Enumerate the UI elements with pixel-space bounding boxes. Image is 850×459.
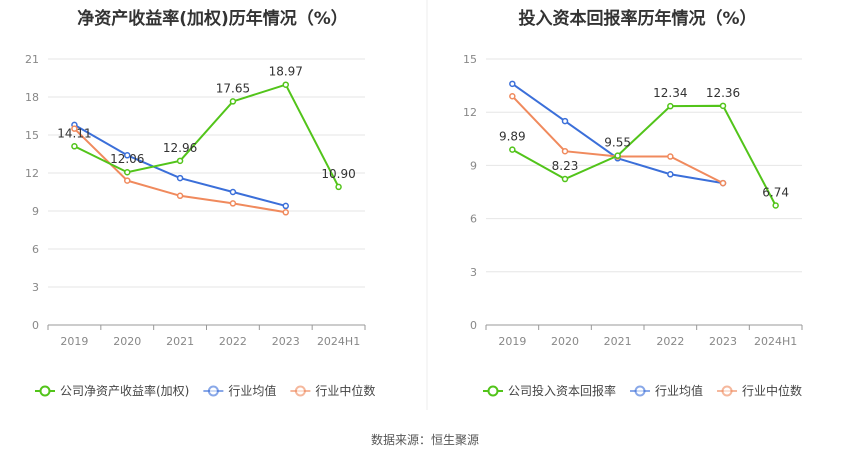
- series-line-0: [73, 83, 340, 188]
- data-point: [667, 102, 674, 110]
- data-point: [176, 192, 184, 200]
- x-tick-label: 2021: [604, 335, 632, 348]
- chart-1: 0 3 6 9 12 15 2019 2020 2021 2022 2023 2024H1 9.89 8.…: [463, 53, 803, 398]
- data-point: [229, 200, 237, 207]
- data-point: [282, 81, 289, 88]
- x-tick-label: 2023: [272, 335, 300, 348]
- data-point: [229, 98, 237, 105]
- data-point: [509, 146, 516, 153]
- y-tick-label: 15: [463, 53, 477, 66]
- y-tick-label: 6: [470, 213, 477, 226]
- data-point: [71, 143, 78, 150]
- legend-marker: [721, 385, 733, 397]
- data-label: 14.11: [57, 126, 91, 140]
- data-label: 12.96: [163, 141, 197, 155]
- legend-item-1: 行业均值: [203, 383, 276, 398]
- x-tick-label: 2019: [60, 335, 88, 348]
- y-tick-label: 3: [470, 266, 477, 279]
- y-tick-label: 0: [32, 319, 39, 332]
- data-label: 9.55: [604, 136, 631, 150]
- data-point: [282, 202, 289, 210]
- legend-item-2: 行业中位数: [290, 383, 375, 398]
- x-tick-label: 2023: [709, 335, 737, 348]
- data-source: 数据来源：恒生聚源: [370, 433, 479, 447]
- legend-label: 行业均值: [655, 383, 703, 398]
- y-tick-label: 12: [463, 106, 477, 119]
- legend-item-0: 公司投入资本回报率: [483, 383, 616, 398]
- data-point: [561, 147, 569, 155]
- data-label: 8.23: [552, 159, 579, 173]
- x-tick-label: 2019: [498, 335, 526, 348]
- data-label: 12.34: [653, 86, 687, 100]
- legend-item-0: 公司净资产收益率(加权): [35, 383, 189, 398]
- y-tick-label: 12: [25, 167, 39, 180]
- data-point: [124, 168, 131, 176]
- data-label: 12.06: [110, 152, 144, 166]
- x-tick-label: 2024H1: [317, 335, 360, 348]
- data-point: [772, 202, 779, 209]
- data-point: [335, 183, 342, 191]
- y-tick-label: 9: [32, 205, 39, 218]
- data-point: [282, 209, 289, 216]
- data-point: [561, 175, 569, 183]
- data-point: [719, 102, 727, 110]
- legend-label: 行业中位数: [315, 383, 375, 398]
- y-tick-label: 3: [32, 281, 39, 294]
- data-point: [176, 157, 184, 165]
- series-line-0: [511, 104, 777, 206]
- data-point: [667, 153, 674, 160]
- data-label: 17.65: [216, 81, 250, 95]
- legend-marker: [294, 385, 306, 397]
- legend-item-2: 行业中位数: [717, 383, 802, 398]
- data-point: [561, 117, 569, 125]
- data-label: 10.90: [321, 167, 355, 181]
- legend-label: 公司投入资本回报率: [508, 383, 616, 398]
- data-point: [71, 125, 78, 132]
- y-tick-label: 9: [470, 159, 477, 172]
- legend-label: 公司净资产收益率(加权): [60, 383, 189, 398]
- legend-marker: [207, 385, 219, 397]
- data-label: 9.89: [499, 130, 526, 144]
- chart-0: 0 3 6 9 12 15 18 21 2019 2020 2021 2022 2023 2024H1 14…: [25, 53, 375, 398]
- x-tick-label: 2024H1: [754, 335, 797, 348]
- data-point: [509, 92, 516, 100]
- data-point: [124, 152, 131, 159]
- y-tick-label: 18: [25, 91, 39, 104]
- data-point: [229, 188, 237, 196]
- data-point: [124, 177, 131, 184]
- data-label: 6.74: [762, 185, 789, 199]
- legend-marker: [487, 385, 499, 397]
- data-label: 18.97: [269, 65, 303, 79]
- data-point: [667, 171, 674, 178]
- data-point: [509, 80, 516, 88]
- y-tick-label: 15: [25, 129, 39, 142]
- legend-label: 行业均值: [228, 383, 276, 398]
- legend-marker: [634, 385, 646, 397]
- y-tick-label: 6: [32, 243, 39, 256]
- legend-marker: [39, 385, 51, 397]
- y-tick-label: 21: [25, 53, 39, 66]
- legend-item-1: 行业均值: [630, 383, 703, 398]
- x-tick-label: 2022: [656, 335, 684, 348]
- chart-title-roe: 净资产收益率(加权)历年情况（%）: [77, 9, 348, 29]
- y-tick-label: 0: [470, 319, 477, 332]
- data-point: [719, 179, 727, 187]
- data-point: [176, 174, 184, 182]
- legend-label: 行业中位数: [742, 383, 802, 398]
- data-label: 12.36: [706, 86, 740, 100]
- data-point: [614, 152, 621, 159]
- chart-title-roic: 投入资本回报率历年情况（%）: [518, 9, 757, 29]
- x-tick-label: 2020: [113, 335, 141, 348]
- x-tick-label: 2021: [166, 335, 194, 348]
- x-tick-label: 2022: [219, 335, 247, 348]
- x-tick-label: 2020: [551, 335, 579, 348]
